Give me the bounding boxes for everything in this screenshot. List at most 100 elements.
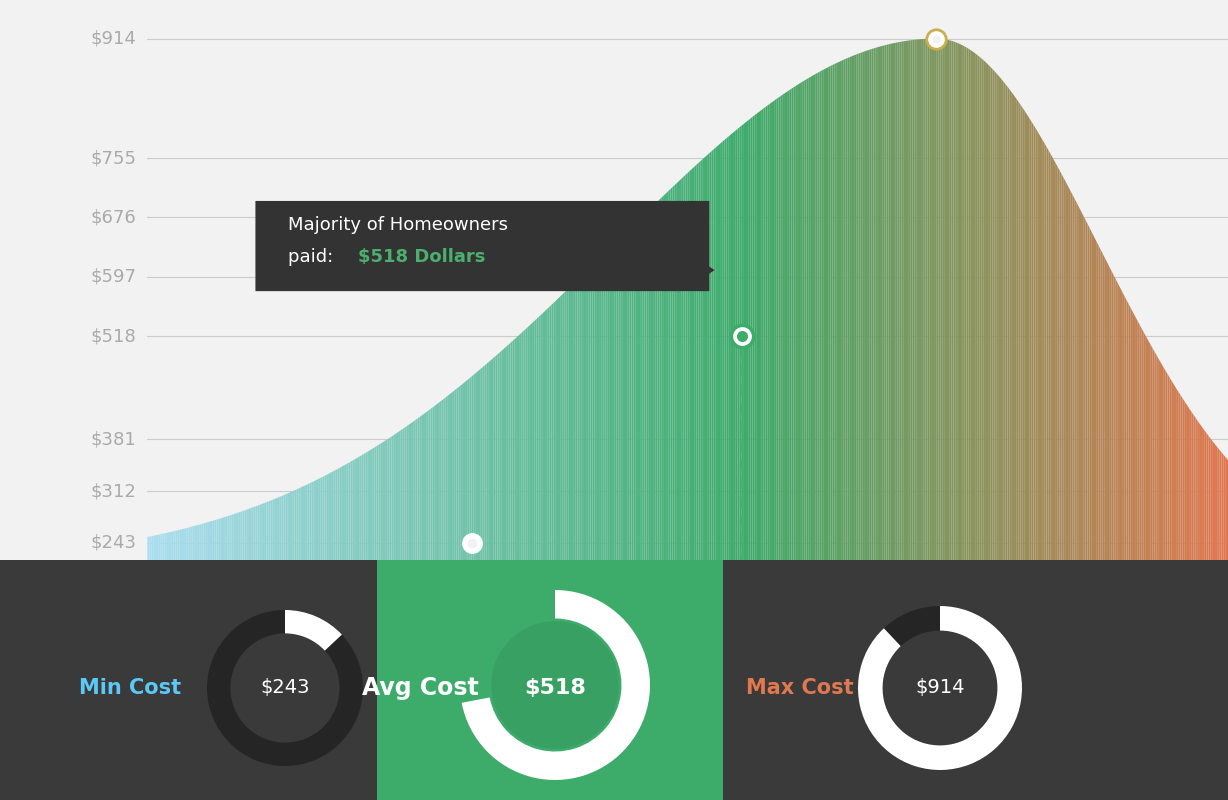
Polygon shape xyxy=(551,302,554,564)
Polygon shape xyxy=(629,227,631,564)
Polygon shape xyxy=(1052,158,1055,564)
Polygon shape xyxy=(647,210,648,564)
Polygon shape xyxy=(828,66,830,564)
Text: $676: $676 xyxy=(91,209,136,226)
Polygon shape xyxy=(270,500,273,564)
Polygon shape xyxy=(361,454,363,564)
Polygon shape xyxy=(295,490,296,564)
Polygon shape xyxy=(528,325,530,564)
Polygon shape xyxy=(953,42,955,564)
Polygon shape xyxy=(403,428,404,564)
Polygon shape xyxy=(819,70,822,564)
Polygon shape xyxy=(640,216,642,564)
Polygon shape xyxy=(822,70,824,564)
Polygon shape xyxy=(1205,430,1206,564)
Polygon shape xyxy=(973,52,975,564)
Polygon shape xyxy=(810,75,813,564)
Polygon shape xyxy=(785,92,787,564)
Polygon shape xyxy=(446,396,448,564)
Polygon shape xyxy=(195,526,196,564)
Polygon shape xyxy=(608,248,610,564)
Polygon shape xyxy=(1097,241,1098,564)
Polygon shape xyxy=(1172,381,1174,564)
Polygon shape xyxy=(497,353,500,564)
Polygon shape xyxy=(1183,398,1185,564)
Polygon shape xyxy=(253,506,255,564)
Polygon shape xyxy=(244,510,247,564)
Polygon shape xyxy=(381,442,383,564)
Polygon shape xyxy=(774,99,776,564)
Text: $518 Dollars: $518 Dollars xyxy=(359,248,485,266)
Polygon shape xyxy=(779,96,781,564)
Polygon shape xyxy=(1152,348,1154,564)
Polygon shape xyxy=(523,329,526,564)
Polygon shape xyxy=(733,131,736,564)
Polygon shape xyxy=(835,63,836,564)
Polygon shape xyxy=(989,65,990,564)
Polygon shape xyxy=(460,384,463,564)
Polygon shape xyxy=(899,42,901,564)
Polygon shape xyxy=(521,331,523,564)
Polygon shape xyxy=(747,120,748,564)
Polygon shape xyxy=(1061,174,1063,564)
Polygon shape xyxy=(1012,93,1014,564)
Polygon shape xyxy=(441,399,443,564)
Polygon shape xyxy=(279,496,281,564)
Polygon shape xyxy=(387,438,389,564)
Polygon shape xyxy=(856,54,858,564)
Polygon shape xyxy=(290,491,292,564)
Polygon shape xyxy=(713,147,716,564)
Polygon shape xyxy=(161,534,162,564)
Polygon shape xyxy=(753,115,755,564)
Polygon shape xyxy=(158,534,161,564)
Polygon shape xyxy=(912,40,915,564)
Polygon shape xyxy=(656,202,657,564)
Polygon shape xyxy=(193,526,195,564)
Polygon shape xyxy=(906,41,909,564)
Polygon shape xyxy=(639,218,640,564)
Polygon shape xyxy=(312,482,314,564)
Wedge shape xyxy=(858,606,1022,770)
Polygon shape xyxy=(728,134,731,564)
Polygon shape xyxy=(1055,162,1057,564)
Polygon shape xyxy=(435,404,437,564)
Polygon shape xyxy=(269,501,270,564)
Polygon shape xyxy=(432,406,435,564)
Polygon shape xyxy=(901,42,904,564)
Polygon shape xyxy=(619,238,620,564)
Polygon shape xyxy=(394,434,395,564)
Polygon shape xyxy=(955,42,958,564)
Polygon shape xyxy=(212,520,215,564)
Polygon shape xyxy=(594,261,597,564)
Polygon shape xyxy=(457,387,458,564)
Wedge shape xyxy=(208,610,363,766)
Polygon shape xyxy=(1115,279,1117,564)
Polygon shape xyxy=(1029,118,1032,564)
Polygon shape xyxy=(171,531,173,564)
Polygon shape xyxy=(409,423,411,564)
Text: $518: $518 xyxy=(91,327,136,346)
Polygon shape xyxy=(880,46,882,564)
Polygon shape xyxy=(556,298,558,564)
Polygon shape xyxy=(1214,444,1217,564)
Polygon shape xyxy=(485,364,486,564)
Polygon shape xyxy=(458,386,460,564)
Polygon shape xyxy=(389,437,392,564)
Polygon shape xyxy=(483,366,485,564)
Polygon shape xyxy=(204,523,206,564)
Polygon shape xyxy=(366,451,368,564)
Polygon shape xyxy=(1046,146,1049,564)
Polygon shape xyxy=(463,382,465,564)
Polygon shape xyxy=(898,42,899,564)
Polygon shape xyxy=(543,311,545,564)
Polygon shape xyxy=(1051,154,1052,564)
Polygon shape xyxy=(841,60,844,564)
Polygon shape xyxy=(923,39,926,564)
Polygon shape xyxy=(426,410,429,564)
Polygon shape xyxy=(173,530,176,564)
Polygon shape xyxy=(790,89,791,564)
Polygon shape xyxy=(273,499,275,564)
Polygon shape xyxy=(292,490,295,564)
Polygon shape xyxy=(1023,108,1025,564)
Polygon shape xyxy=(909,40,910,564)
